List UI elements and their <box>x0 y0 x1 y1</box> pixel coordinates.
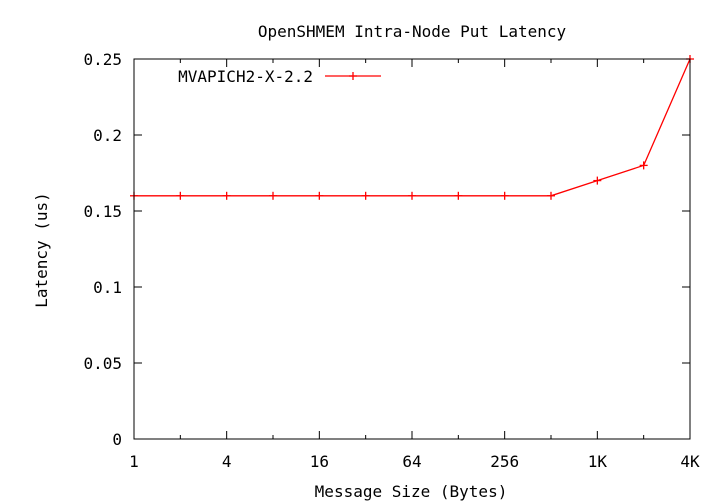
chart-title: OpenSHMEM Intra-Node Put Latency <box>258 22 567 41</box>
x-axis-label: Message Size (Bytes) <box>315 482 508 501</box>
y-tick-label: 0.05 <box>83 354 122 373</box>
data-point <box>315 191 324 200</box>
data-point <box>269 191 277 200</box>
y-tick-label: 0.15 <box>83 202 122 221</box>
legend-label: MVAPICH2-X-2.2 <box>178 67 313 86</box>
x-tick-label: 1K <box>588 452 608 471</box>
y-tick-label: 0.1 <box>93 278 122 297</box>
x-tick-label: 4K <box>680 452 700 471</box>
data-point <box>454 191 463 200</box>
x-tick-label: 16 <box>310 452 329 471</box>
data-point <box>176 191 185 200</box>
legend: MVAPICH2-X-2.2 <box>178 67 381 86</box>
plot-frame <box>133 58 691 440</box>
legend-sample <box>325 72 381 80</box>
data-point <box>222 191 231 200</box>
data-point <box>500 191 509 200</box>
y-tick-label: 0 <box>112 430 122 449</box>
data-point <box>408 191 416 200</box>
data-point <box>639 161 648 170</box>
data-point <box>361 191 370 200</box>
data-point <box>593 176 602 185</box>
tick-labels: 0 0.05 0.1 0.15 0.2 0.25 1 4 16 64 256 1K 4K <box>83 50 700 471</box>
x-tick-label: 4 <box>222 452 232 471</box>
y-axis-label: Latency (us) <box>32 192 51 308</box>
x-tick-label: 64 <box>402 452 421 471</box>
axis-ticks <box>133 58 691 440</box>
data-point <box>547 191 555 200</box>
y-tick-label: 0.2 <box>93 126 122 145</box>
x-tick-label: 256 <box>490 452 519 471</box>
y-tick-label: 0.25 <box>83 50 122 69</box>
x-tick-label: 1 <box>129 452 139 471</box>
